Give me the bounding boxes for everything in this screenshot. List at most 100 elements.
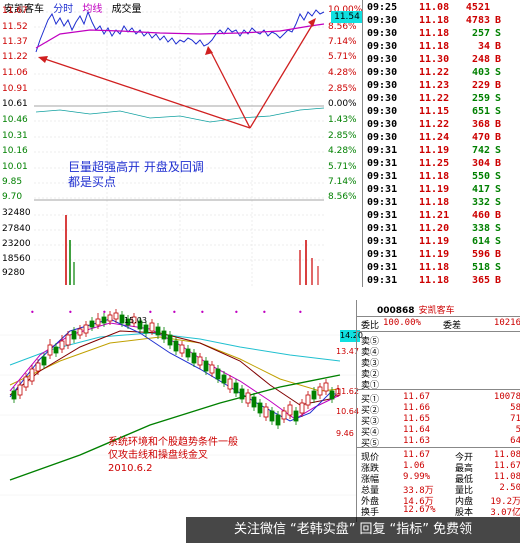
left-tick: 27840	[2, 224, 31, 234]
stat-label: 涨幅	[361, 475, 380, 485]
kline-tick: 10.64	[336, 407, 359, 416]
candle	[77, 328, 83, 336]
watermark-text: “老韩实盘”	[290, 522, 356, 537]
buy-volume: 10078	[493, 392, 520, 402]
svg-text:•: •	[148, 308, 153, 317]
tick-time: 09:30	[367, 54, 398, 65]
tick-volume: 550	[471, 171, 490, 182]
watermark-text: 关注微信	[233, 522, 286, 537]
stat-value: 14.6万	[403, 497, 434, 507]
tick-side: B	[495, 275, 502, 286]
candle	[161, 330, 167, 340]
tick-side: S	[495, 197, 502, 208]
stat-value: 9.99%	[403, 472, 431, 482]
stat-row: 涨跌 1.06 最高 11.67	[359, 461, 520, 474]
tick-side: B	[495, 80, 502, 91]
tick-side: B	[495, 41, 502, 52]
left-tick: 11.52	[2, 22, 28, 32]
tick-row: 09:30 11.22 259 S	[363, 93, 520, 107]
tick-volume: 470	[471, 132, 490, 143]
tick-time: 09:31	[367, 262, 398, 273]
tick-volume: 417	[471, 184, 490, 195]
buy-row: 买④ 11.64 5	[359, 425, 520, 438]
tick-row: 09:25 11.08 4521	[363, 2, 520, 16]
candle	[323, 382, 329, 392]
tick-volume: 229	[471, 80, 490, 91]
candle	[17, 384, 23, 396]
svg-text:•: •	[200, 308, 205, 317]
candle	[59, 340, 65, 350]
left-tick: 9280	[2, 268, 25, 278]
legend-volume: 成交量	[111, 4, 142, 15]
candle	[275, 414, 281, 426]
tick-row: 09:30 11.22 403 S	[363, 67, 520, 81]
tick-time: 09:30	[367, 15, 398, 26]
watermark-text: 回复	[359, 522, 386, 537]
candle	[23, 376, 29, 388]
candle	[35, 362, 41, 372]
buy-row: 买② 11.66 58	[359, 403, 520, 416]
candle	[233, 382, 239, 394]
right-tick: 2.85%	[328, 84, 357, 94]
candle	[317, 386, 323, 396]
sell-label: 卖①	[361, 381, 380, 391]
tick-volume: 368	[471, 119, 490, 130]
tab-fenshi[interactable]: 分时	[53, 4, 74, 15]
candle	[113, 312, 119, 320]
stat-row: 涨幅 9.99% 最低 11.08	[359, 472, 520, 485]
stat-value: 3.07亿	[490, 508, 520, 518]
buy-price: 11.67	[403, 392, 431, 402]
candle	[257, 402, 263, 414]
candle	[215, 368, 221, 380]
weicha-value: 10216	[493, 318, 520, 328]
tick-row: 09:31 11.18 332 S	[363, 197, 520, 211]
candle	[245, 392, 251, 404]
buy-price: 11.66	[403, 403, 431, 413]
stat-label: 现价	[361, 453, 380, 463]
quote-panel: 000868 安凯客车 委比 100.00% 委差 10216 卖⑤ 卖④ 卖③ 卖② 卖…	[356, 300, 520, 522]
tick-side: S	[495, 67, 502, 78]
watermark-text: 免费领	[432, 522, 472, 537]
stat-value: 11.67	[403, 450, 431, 460]
intraday-annotation: 巨量超强高开 开盘及回调 都是买点	[68, 160, 204, 190]
stock-name: 安凯客车	[4, 4, 44, 15]
current-price-label: 11.54	[331, 11, 363, 23]
buy-label: 买④	[361, 428, 380, 438]
tick-row: 09:31 11.21 460 B	[363, 210, 520, 224]
sell-row: 卖④	[359, 345, 519, 358]
candle	[221, 374, 227, 384]
stat-row: 外盘 14.6万 内盘 19.2万	[359, 494, 520, 507]
tick-row: 09:30 11.18 257 S	[363, 28, 520, 42]
stat-value: 1.06	[403, 461, 425, 471]
candle	[305, 394, 311, 406]
left-axis: 11.67 11.52 11.37 11.22 11.06 10.91 10.6…	[0, 0, 34, 287]
buy-price: 11.64	[403, 425, 431, 435]
tick-price: 11.18	[419, 41, 450, 52]
sell-label: 卖④	[361, 348, 380, 358]
candle	[329, 390, 335, 400]
candle	[167, 334, 173, 346]
svg-text:•: •	[172, 308, 177, 317]
sell-row: 卖①	[359, 378, 519, 391]
tick-row: 09:30 11.24 470 B	[363, 132, 520, 146]
svg-text:•: •	[102, 308, 107, 317]
candle	[11, 390, 17, 400]
tick-side: S	[495, 171, 502, 182]
candle	[263, 406, 269, 418]
weibi-value: 100.00%	[383, 318, 421, 328]
tick-row: 09:31 11.19 417 S	[363, 184, 520, 198]
svg-text:•: •	[30, 308, 35, 317]
tick-volume: 403	[471, 67, 490, 78]
tick-row: 09:31 11.19 614 S	[363, 236, 520, 250]
candle	[179, 344, 185, 354]
left-tick: 32480	[2, 208, 31, 218]
buy-volume: 71	[510, 414, 520, 424]
kline-tick: 13.47	[336, 347, 359, 356]
svg-text:•: •	[68, 308, 73, 317]
tick-side: B	[495, 132, 502, 143]
stat-value: 11.08	[493, 450, 520, 460]
tick-list[interactable]: 09:25 11.08 4521 09:30 11.18 4783 B 09:30 11.18 2…	[362, 0, 520, 287]
tick-price: 11.20	[419, 223, 450, 234]
tick-volume: 259	[471, 93, 490, 104]
stock-code: 000868	[377, 306, 415, 316]
